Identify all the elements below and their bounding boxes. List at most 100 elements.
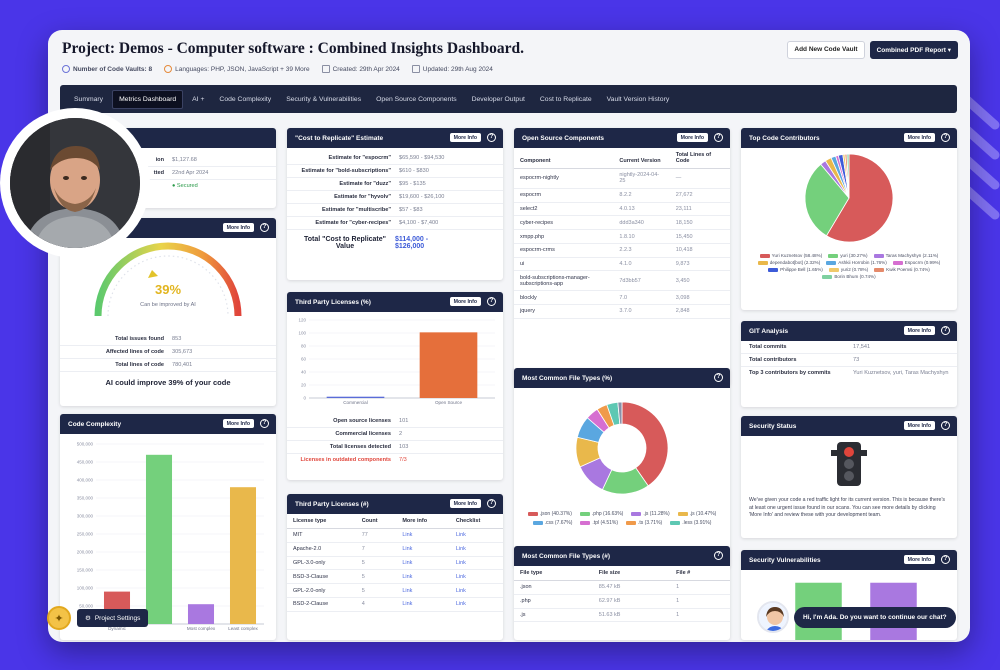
file-type: .php: [514, 594, 593, 609]
legend-item: .less (3.91%): [670, 520, 711, 526]
add-code-vault-button[interactable]: Add New Code Vault: [787, 41, 865, 59]
license-type: GPL-3.0-only: [287, 556, 356, 571]
legend-label: dependabot[bot] (2.32%): [769, 260, 821, 265]
legend-swatch: [874, 267, 885, 272]
more-info-button[interactable]: More Info: [676, 133, 708, 142]
chat-message[interactable]: Hi, I'm Ada. Do you want to continue our…: [794, 606, 956, 628]
more-info-button[interactable]: More Info: [222, 419, 254, 428]
more-info-link[interactable]: Link: [396, 528, 450, 543]
help-icon[interactable]: ?: [714, 373, 723, 382]
card-header: Security Vulnerabilities More Info ?: [741, 550, 957, 570]
ai-assistant-icon[interactable]: ✦: [47, 606, 71, 630]
checklist-link[interactable]: Link: [449, 569, 503, 585]
checklist-link[interactable]: Link: [449, 556, 503, 571]
license-row: Total licenses detected 103: [287, 441, 503, 454]
card-header: "Cost to Replicate" Estimate More Info ?: [287, 128, 503, 148]
help-icon[interactable]: ?: [941, 326, 950, 335]
legend-item: .css (7.67%): [532, 520, 572, 526]
bar: [326, 396, 385, 398]
git-row: Total contributors 73: [741, 354, 957, 367]
more-info-button[interactable]: More Info: [449, 499, 481, 508]
git-analysis-card: GIT Analysis More Info ? Total commits 17…: [741, 321, 957, 407]
more-info-button[interactable]: More Info: [903, 133, 935, 142]
tab-cost-to-replicate[interactable]: Cost to Replicate: [539, 95, 592, 103]
help-icon[interactable]: ?: [941, 133, 950, 142]
card-title: Third Party Licenses (#): [295, 500, 369, 508]
checklist-link[interactable]: Link: [449, 583, 503, 598]
cost-to-replicate-card: "Cost to Replicate" Estimate More Info ?…: [287, 128, 503, 280]
legend-label: .less (3.91%): [682, 520, 712, 526]
more-info-button[interactable]: More Info: [449, 297, 481, 306]
help-icon[interactable]: ?: [941, 555, 950, 564]
legend-label: .ts (3.71%): [638, 520, 663, 526]
file-size: 51.63 kB: [592, 608, 671, 623]
help-icon[interactable]: ?: [487, 499, 496, 508]
y-tick-label: 500,000: [77, 442, 94, 447]
column-header: File #: [670, 566, 730, 581]
table-row: espocrm-crms 2.2.3 10,418: [514, 243, 730, 258]
row-key: Open source licenses: [333, 418, 391, 424]
legend-label: Ashkii Horrobin (1.76%): [838, 260, 887, 265]
more-info-button[interactable]: More Info: [903, 326, 935, 335]
legend-item: Espocrm (0.99%): [892, 260, 940, 265]
component-name: xmpp.php: [514, 229, 614, 244]
help-icon[interactable]: ?: [941, 421, 950, 430]
code-complexity-card: Code Complexity More Info ? 050,000100,0…: [60, 414, 276, 640]
table-row: jquery 3.7.0 2,848: [514, 304, 730, 319]
ai-gauge: 39% Can be improved by AI: [94, 242, 242, 317]
license-warning[interactable]: Licenses in outdated components: [300, 457, 391, 463]
file-type: .json: [514, 580, 593, 595]
more-info-link[interactable]: Link: [396, 597, 450, 612]
tab-summary[interactable]: Summary: [74, 95, 104, 103]
assistant-avatar[interactable]: [757, 601, 789, 633]
legend-swatch: [828, 253, 839, 258]
more-info-button[interactable]: More Info: [449, 133, 481, 142]
chevron-down-icon: ▾: [947, 47, 951, 54]
table-row: select2 4.0.13 23,111: [514, 202, 730, 217]
checklist-link[interactable]: Link: [449, 597, 503, 612]
cost-row: Estimate for "bold-subscriptions" $610 - …: [287, 165, 503, 178]
help-icon[interactable]: ?: [487, 133, 496, 142]
pie-slice: [617, 401, 623, 425]
help-icon[interactable]: ?: [714, 133, 723, 142]
x-tick-label: Least complex: [228, 626, 258, 631]
cost-row: Estimate for "espocrm" $65,590 - $94,530: [287, 152, 503, 165]
project-settings-button[interactable]: ⚙ Project Settings: [77, 609, 149, 627]
component-name: cyber-recipes: [514, 215, 614, 231]
tab-open-source[interactable]: Open Source Components: [376, 95, 457, 103]
more-info-button[interactable]: More Info: [222, 223, 254, 232]
tab-ai[interactable]: AI +: [192, 95, 205, 103]
tab-security[interactable]: Security & Vulnerabilities: [286, 95, 362, 103]
file-types-count-card: Most Common File Types (#) ? File type F…: [514, 546, 730, 640]
help-icon[interactable]: ?: [487, 297, 496, 306]
gauge-ticks: [107, 255, 229, 317]
gauge-caption: Can be improved by AI: [140, 302, 196, 308]
pdf-report-button[interactable]: Combined PDF Report ▾: [869, 41, 958, 59]
more-info-link[interactable]: Link: [396, 556, 450, 571]
summary-row: ion $1,127.68: [60, 154, 276, 167]
tab-metrics-dashboard[interactable]: Metrics Dashboard: [112, 89, 184, 109]
more-info-button[interactable]: More Info: [903, 555, 935, 564]
more-info-link[interactable]: Link: [396, 583, 450, 598]
table-row: Apache-2.0 7 Link Link: [287, 542, 503, 557]
tab-developer-output[interactable]: Developer Output: [471, 95, 525, 103]
checklist-link[interactable]: Link: [449, 528, 503, 543]
component-version: 7d3bb57: [613, 270, 670, 292]
licenses-count-card: Third Party Licenses (#) More Info ? Lic…: [287, 494, 503, 640]
table-row: MIT 77 Link Link: [287, 528, 503, 543]
open-source-table: Component Current Version Total Lines of…: [514, 148, 730, 319]
tab-version-history[interactable]: Vault Version History: [606, 95, 670, 103]
checklist-link[interactable]: Link: [449, 542, 503, 557]
legend-swatch: [527, 512, 538, 516]
file-count: 1: [670, 594, 730, 609]
component-name: blockly: [514, 290, 614, 306]
more-info-link[interactable]: Link: [396, 542, 450, 557]
more-info-link[interactable]: Link: [396, 569, 450, 585]
help-icon[interactable]: ?: [260, 419, 269, 428]
component-loc: 3,098: [669, 290, 730, 306]
tab-code-complexity[interactable]: Code Complexity: [219, 95, 272, 103]
help-icon[interactable]: ?: [714, 551, 723, 560]
file-types-legend: .json (40.37%) .php (16.63%) .js (11.28%…: [514, 511, 730, 526]
more-info-button[interactable]: More Info: [903, 421, 935, 430]
help-icon[interactable]: ?: [260, 223, 269, 232]
